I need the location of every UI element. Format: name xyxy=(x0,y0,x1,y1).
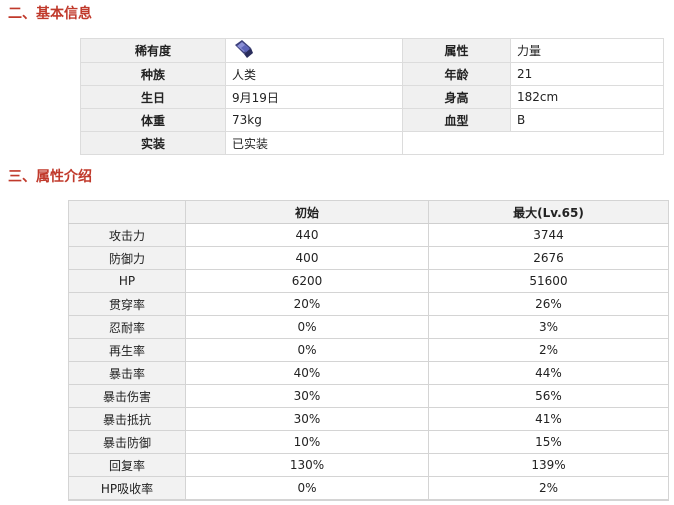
initial-value: 130% xyxy=(185,453,429,477)
attribute-name: 贯穿率 xyxy=(68,292,186,316)
attribute-value: 力量 xyxy=(510,38,664,63)
birthday-value: 9月19日 xyxy=(225,85,403,109)
table-row: 暴击率 40% 44% xyxy=(68,361,669,385)
attributes-table: 初始 最大(Lv.65) 攻击力 440 3744 防御力 400 2676 HP 6200 5… xyxy=(68,200,669,501)
weight-value: 73kg xyxy=(225,108,403,132)
table-row: 暴击伤害 30% 56% xyxy=(68,384,669,408)
weight-label: 体重 xyxy=(80,108,226,132)
empty-cell xyxy=(402,131,664,155)
initial-value: 0% xyxy=(185,315,429,339)
height-label: 身高 xyxy=(402,85,511,109)
attribute-name: 忍耐率 xyxy=(68,315,186,339)
max-value: 2% xyxy=(428,476,669,501)
basic-info-title: 二、基本信息 xyxy=(8,6,92,22)
attribute-name: HP吸收率 xyxy=(68,476,186,501)
header-max: 最大(Lv.65) xyxy=(428,200,669,224)
max-value: 44% xyxy=(428,361,669,385)
age-label: 年龄 xyxy=(402,62,511,86)
max-value: 26% xyxy=(428,292,669,316)
max-value: 41% xyxy=(428,407,669,431)
table-row: 回复率 130% 139% xyxy=(68,453,669,477)
initial-value: 440 xyxy=(185,223,429,247)
info-row: 生日 9月19日 身高 182cm xyxy=(80,85,664,109)
max-value: 15% xyxy=(428,430,669,454)
attribute-name: 暴击伤害 xyxy=(68,384,186,408)
initial-value: 30% xyxy=(185,407,429,431)
attribute-name: 暴击抵抗 xyxy=(68,407,186,431)
blood-type-label: 血型 xyxy=(402,108,511,132)
rarity-value xyxy=(225,38,403,63)
blood-type-value: B xyxy=(510,108,664,132)
attribute-name: 防御力 xyxy=(68,246,186,270)
table-row: 攻击力 440 3744 xyxy=(68,223,669,247)
table-row: HP 6200 51600 xyxy=(68,269,669,293)
table-row: 忍耐率 0% 3% xyxy=(68,315,669,339)
header-name xyxy=(68,200,186,224)
info-row: 稀有度 属性 力量 xyxy=(80,38,664,63)
race-label: 种族 xyxy=(80,62,226,86)
age-value: 21 xyxy=(510,62,664,86)
header-initial: 初始 xyxy=(185,200,429,224)
info-row: 种族 人类 年龄 21 xyxy=(80,62,664,86)
table-row: 暴击防御 10% 15% xyxy=(68,430,669,454)
table-row: 再生率 0% 2% xyxy=(68,338,669,362)
initial-value: 0% xyxy=(185,338,429,362)
max-value: 3% xyxy=(428,315,669,339)
rarity-gem-icon xyxy=(232,39,254,62)
initial-value: 30% xyxy=(185,384,429,408)
max-value: 2% xyxy=(428,338,669,362)
initial-value: 400 xyxy=(185,246,429,270)
attribute-name: HP xyxy=(68,269,186,293)
max-value: 139% xyxy=(428,453,669,477)
max-value: 2676 xyxy=(428,246,669,270)
attributes-title: 三、属性介绍 xyxy=(8,169,92,185)
initial-value: 20% xyxy=(185,292,429,316)
implemented-value: 已实装 xyxy=(225,131,403,155)
max-value: 3744 xyxy=(428,223,669,247)
initial-value: 6200 xyxy=(185,269,429,293)
attribute-name: 再生率 xyxy=(68,338,186,362)
initial-value: 0% xyxy=(185,476,429,501)
attributes-header-row: 初始 最大(Lv.65) xyxy=(68,200,669,224)
attribute-name: 暴击率 xyxy=(68,361,186,385)
attribute-name: 回复率 xyxy=(68,453,186,477)
race-value: 人类 xyxy=(225,62,403,86)
max-value: 51600 xyxy=(428,269,669,293)
basic-info-table: 稀有度 属性 力量 种族 人类 年龄 21 生日 9月19日 身高 182cm … xyxy=(80,38,664,155)
rarity-label: 稀有度 xyxy=(80,38,226,63)
table-row: 暴击抵抗 30% 41% xyxy=(68,407,669,431)
attribute-label: 属性 xyxy=(402,38,511,63)
height-value: 182cm xyxy=(510,85,664,109)
attribute-name: 暴击防御 xyxy=(68,430,186,454)
table-row: 防御力 400 2676 xyxy=(68,246,669,270)
info-row: 体重 73kg 血型 B xyxy=(80,108,664,132)
info-row: 实装 已实装 xyxy=(80,131,664,155)
initial-value: 40% xyxy=(185,361,429,385)
table-row: HP吸收率 0% 2% xyxy=(68,476,669,501)
implemented-label: 实装 xyxy=(80,131,226,155)
birthday-label: 生日 xyxy=(80,85,226,109)
table-row: 贯穿率 20% 26% xyxy=(68,292,669,316)
max-value: 56% xyxy=(428,384,669,408)
initial-value: 10% xyxy=(185,430,429,454)
attribute-name: 攻击力 xyxy=(68,223,186,247)
